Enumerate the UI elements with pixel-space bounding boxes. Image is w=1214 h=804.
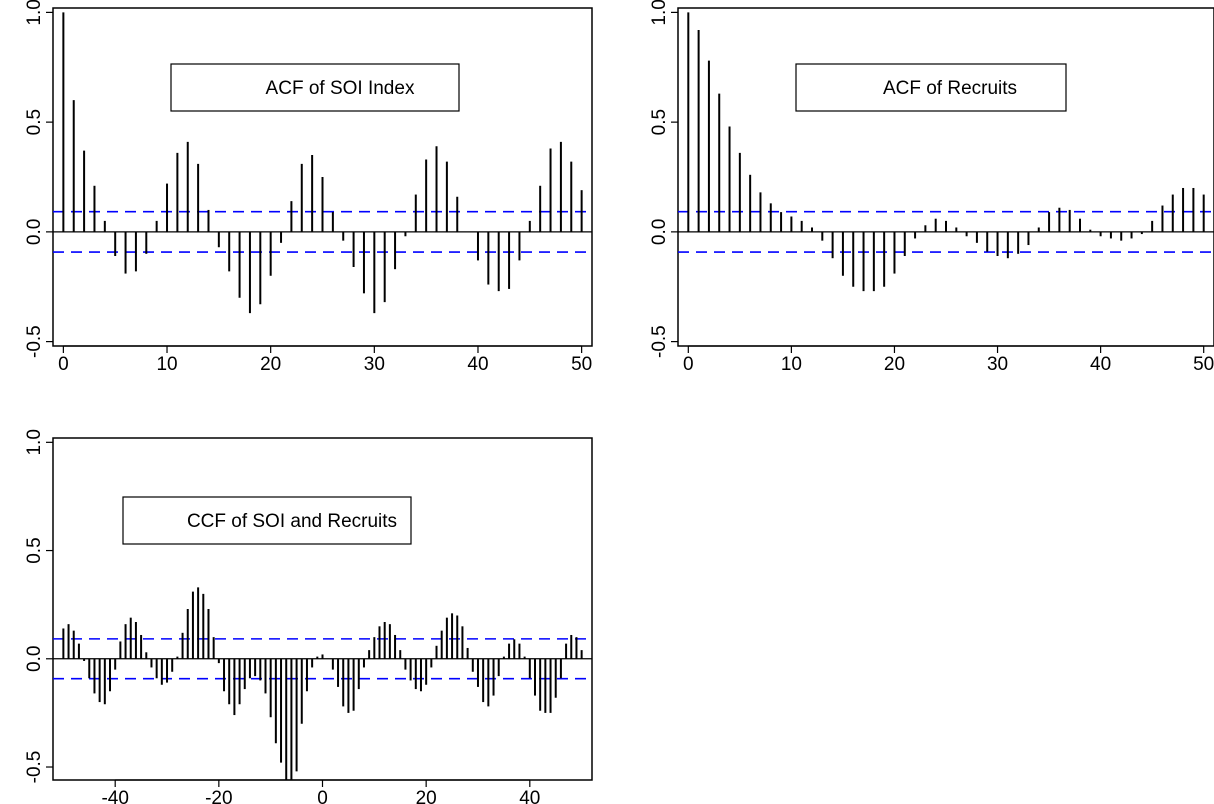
x-tick-label: 0	[683, 354, 694, 375]
x-tick-label: 40	[519, 788, 540, 804]
x-tick-label: 0	[317, 788, 328, 804]
plot-frame	[52, 437, 593, 781]
y-tick-label: 0.5	[24, 537, 45, 563]
y-tick-label: 0.0	[24, 219, 45, 245]
chart-title: ACF of SOI Index	[266, 78, 415, 99]
y-tick-label: 0.5	[649, 109, 670, 135]
y-tick-label: -0.5	[24, 325, 45, 358]
x-tick-label: 0	[58, 354, 69, 375]
legend-box: ACF of SOI Index	[170, 63, 460, 112]
y-tick-label: 1.0	[649, 0, 670, 26]
y-tick-label: 1.0	[24, 429, 45, 455]
x-tick-label: 20	[884, 354, 905, 375]
panel-acf-recruits: ACF of Recruits 0 10 20 30 40 50 -0.5 0.0 0.5 1.0	[649, 0, 1214, 375]
chart-title: ACF of Recruits	[883, 78, 1017, 99]
y-tick-label: 1.0	[24, 0, 45, 26]
y-tick-label: -0.5	[649, 325, 670, 358]
y-tick-label: -0.5	[24, 751, 45, 784]
plot-frame	[677, 7, 1214, 347]
x-tick-label: 40	[1090, 354, 1111, 375]
panel-ccf-soi-recruits: CCF of SOI and Recruits -40 -20 0 20 40 -0.5 0…	[24, 429, 593, 804]
x-tick-label: 30	[364, 354, 385, 375]
x-tick-label: -40	[101, 788, 128, 804]
x-tick-label: 20	[416, 788, 437, 804]
legend-frame	[122, 496, 412, 545]
y-tick-label: 0.0	[649, 219, 670, 245]
legend-box: ACF of Recruits	[795, 63, 1067, 112]
y-tick-label: 0.0	[24, 646, 45, 672]
y-tick-label: 0.5	[24, 109, 45, 135]
x-tick-label: 10	[156, 354, 177, 375]
x-tick-label: -20	[205, 788, 232, 804]
x-tick-label: 30	[987, 354, 1008, 375]
legend-frame	[795, 63, 1067, 112]
x-tick-label: 40	[467, 354, 488, 375]
legend-box: CCF of SOI and Recruits	[122, 496, 412, 545]
legend-frame	[170, 63, 460, 112]
panel-acf-soi: ACF of SOI Index 0 10 20 30 40 50 -0.5 0.0 0.5 1.…	[24, 0, 593, 375]
x-tick-label: 50	[1193, 354, 1214, 375]
x-tick-label: 20	[260, 354, 281, 375]
x-tick-label: 10	[781, 354, 802, 375]
x-tick-label: 50	[571, 354, 592, 375]
chart-title: CCF of SOI and Recruits	[187, 511, 397, 532]
